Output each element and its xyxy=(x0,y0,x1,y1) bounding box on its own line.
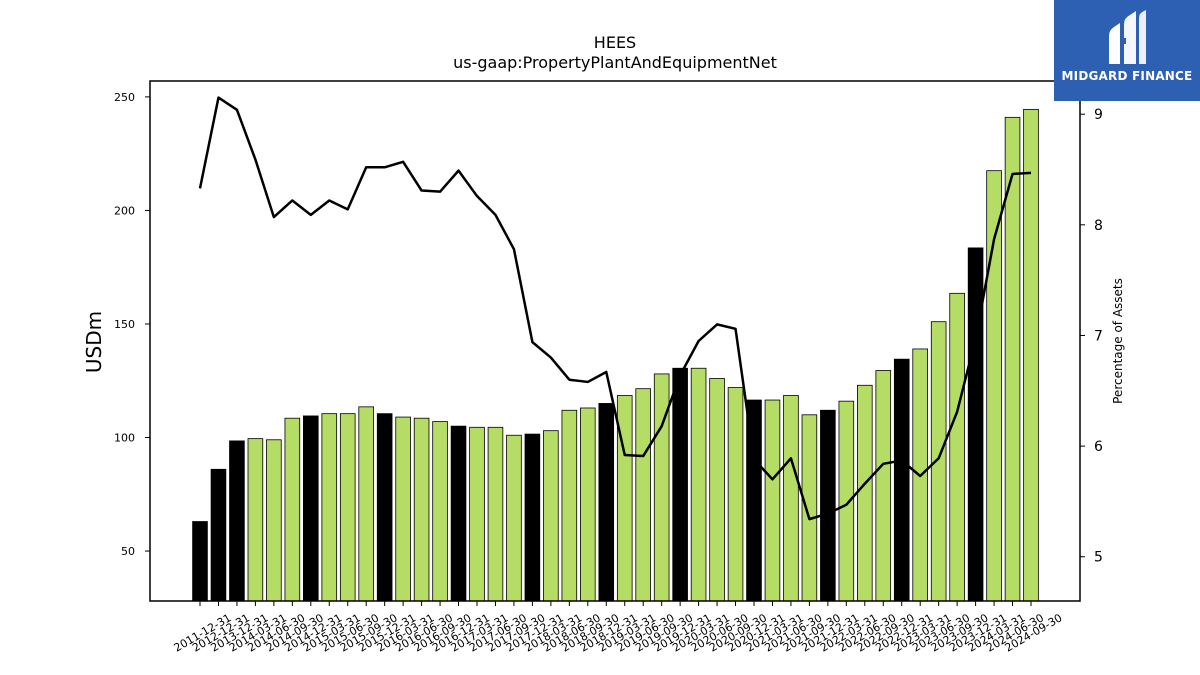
midgard-finance-logo: MIDGARD FINANCE xyxy=(1054,0,1200,101)
bar-2012-12-31 xyxy=(210,468,227,602)
percentage-of-assets-line xyxy=(198,96,1032,521)
y2-tick-label: 5 xyxy=(1094,550,1103,566)
bar-2014-06-30 xyxy=(266,439,282,602)
bar-2017-12-31 xyxy=(524,433,541,602)
bar-2019-12-31 xyxy=(672,367,688,602)
bar-2023-06-30 xyxy=(930,321,947,602)
y-tick-label: 200 xyxy=(114,204,135,217)
chart-subtitle: us-gaap:PropertyPlantAndEquipmentNet xyxy=(453,53,777,72)
y-tick-label: 250 xyxy=(114,91,135,104)
bar-2016-12-31 xyxy=(450,425,467,602)
plot-frame xyxy=(149,80,1081,602)
bar-2023-12-31 xyxy=(967,247,984,602)
bar-2015-09-30 xyxy=(358,406,374,602)
bar-2013-12-31 xyxy=(229,440,245,602)
bar-2017-06-30 xyxy=(487,426,504,602)
bar-2016-03-31 xyxy=(395,416,411,602)
bar-2022-09-30 xyxy=(875,370,892,602)
bar-2016-06-30 xyxy=(413,417,430,602)
bar-2020-09-30 xyxy=(727,387,744,602)
y-tick-label: 150 xyxy=(114,318,135,331)
bar-2018-03-31 xyxy=(543,430,559,602)
y2-tick-label: 7 xyxy=(1094,328,1103,344)
y2-tick-label: 8 xyxy=(1094,218,1103,234)
bar-series xyxy=(192,108,1039,602)
x-axis: 2011-12-312012-12-312013-12-312014-03-31… xyxy=(172,601,1065,655)
bar-2020-06-30 xyxy=(709,378,725,602)
bar-2015-06-30 xyxy=(339,413,356,602)
bar-2017-03-31 xyxy=(469,426,485,602)
bar-2018-09-30 xyxy=(580,407,596,602)
bar-2017-09-30 xyxy=(506,434,522,602)
bar-2011-12-31 xyxy=(192,521,208,602)
bar-2021-12-31 xyxy=(820,409,836,602)
left-axis: 50 100 150 200 250 xyxy=(114,91,150,558)
midgard-logo-icon xyxy=(1109,10,1146,64)
bar-2014-12-31 xyxy=(303,415,319,602)
bar-2018-06-30 xyxy=(561,409,578,602)
bar-2019-06-30 xyxy=(635,388,651,602)
bar-2016-09-30 xyxy=(432,421,448,602)
y-tick-label: 50 xyxy=(121,545,135,558)
bar-2021-03-31 xyxy=(764,399,781,602)
y2-tick-label: 9 xyxy=(1094,107,1103,123)
bar-2022-12-31 xyxy=(893,358,910,602)
bar-2020-03-31 xyxy=(690,367,707,602)
bar-2021-09-30 xyxy=(801,414,818,602)
bar-2014-09-30 xyxy=(284,417,301,602)
bar-2015-03-31 xyxy=(321,413,338,602)
bar-2014-03-31 xyxy=(247,438,264,602)
bar-2022-03-31 xyxy=(838,400,855,602)
bar-2015-12-31 xyxy=(376,413,393,602)
bar-2024-09-30 xyxy=(1023,108,1039,602)
right-axis: 5 6 7 8 9 xyxy=(1080,107,1103,566)
y-tick-label: 100 xyxy=(114,432,135,445)
bar-2022-06-30 xyxy=(857,384,873,602)
logo-text: MIDGARD FINANCE xyxy=(1061,69,1193,83)
y2-tick-label: 6 xyxy=(1094,439,1103,455)
bar-2019-09-30 xyxy=(653,373,670,602)
line-series xyxy=(198,96,1032,521)
y-axis-label: USDm xyxy=(82,311,106,373)
chart-title: HEES xyxy=(594,33,636,52)
bar-2018-12-31 xyxy=(598,403,615,602)
bar-2021-06-30 xyxy=(783,395,799,602)
y2-axis-label: Percentage of Assets xyxy=(1111,278,1125,404)
bar-2023-09-30 xyxy=(949,292,965,602)
